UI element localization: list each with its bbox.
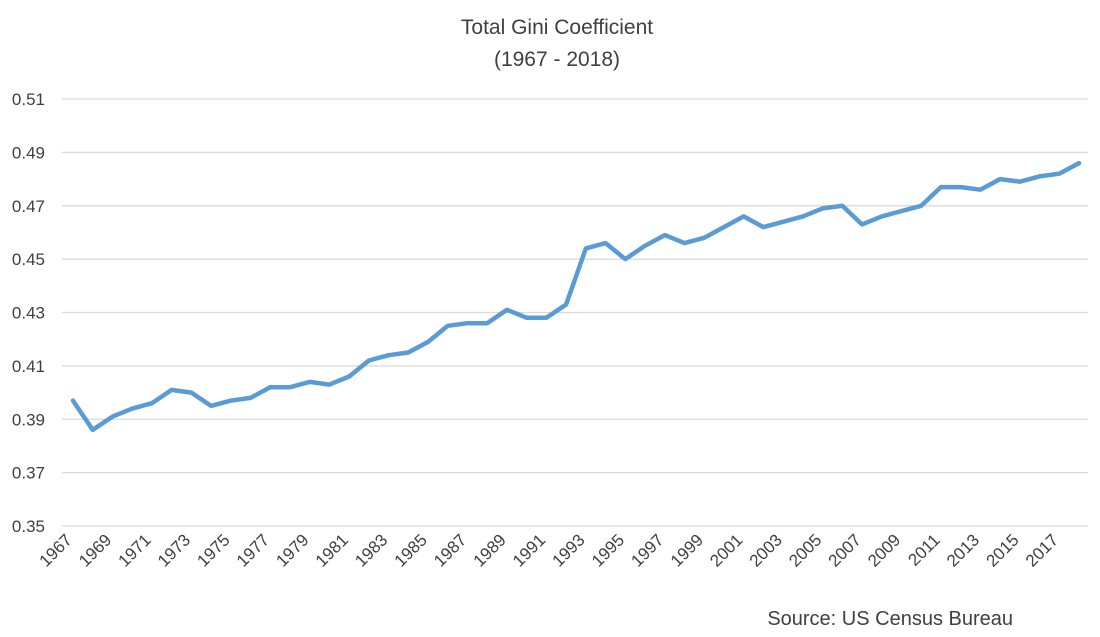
y-tick-label: 0.39	[12, 410, 45, 429]
data-point-1969	[110, 415, 114, 419]
data-point-2007	[860, 222, 864, 226]
data-point-1983	[387, 353, 391, 357]
data-point-1974	[209, 404, 213, 408]
x-tick-label: 1967	[36, 530, 76, 570]
y-tick-label: 0.37	[12, 464, 45, 483]
data-point-1982	[367, 359, 371, 363]
gridlines	[62, 98, 1088, 527]
x-tick-label: 1981	[312, 530, 352, 570]
x-tick-label: 1991	[509, 530, 549, 570]
data-point-1973	[189, 391, 193, 395]
data-point-1968	[91, 428, 95, 432]
series-layer	[70, 160, 1082, 433]
data-point-2008	[880, 214, 884, 218]
data-point-1979	[308, 380, 312, 384]
x-tick-label: 2015	[982, 530, 1022, 570]
data-point-2010	[919, 204, 923, 208]
x-tick-label: 2011	[904, 530, 943, 569]
data-point-1991	[544, 316, 548, 320]
y-axis-tick-labels: 0.35 0.37 0.39 0.41 0.43 0.45 0.47 0.49 0.51	[12, 90, 45, 536]
x-tick-label: 1993	[549, 530, 589, 570]
data-point-1970	[130, 407, 134, 411]
y-tick-label: 0.51	[12, 90, 45, 109]
data-point-1992	[564, 302, 568, 306]
x-tick-label: 1989	[470, 530, 510, 570]
source-note: Source: US Census Bureau	[767, 608, 1013, 630]
y-tick-label: 0.41	[12, 357, 45, 376]
data-point-1971	[150, 401, 154, 405]
x-tick-label: 2009	[864, 530, 904, 570]
data-point-1972	[170, 388, 174, 392]
data-point-2006	[840, 204, 844, 208]
x-tick-label: 1995	[588, 530, 628, 570]
data-point-1998	[682, 241, 686, 245]
data-point-2004	[801, 214, 805, 218]
chart-subtitle: (1967 - 2018)	[494, 48, 620, 71]
x-tick-label: 2005	[785, 530, 825, 570]
x-tick-label: 1979	[272, 530, 312, 570]
data-point-1976	[249, 396, 253, 400]
chart-title: Total Gini Coefficient	[461, 16, 653, 39]
data-point-1984	[406, 351, 410, 355]
data-point-1989	[505, 308, 509, 312]
x-tick-label: 1969	[75, 530, 115, 570]
data-point-2000	[722, 225, 726, 229]
data-point-1977	[268, 385, 272, 389]
x-tick-label: 2013	[943, 530, 983, 570]
data-point-2014	[998, 177, 1002, 181]
data-point-2016	[1038, 174, 1042, 178]
x-axis-tick-labels: 1967 1969 1971 1973 1975 1977 1979 1981 1983 1985…	[36, 530, 1062, 570]
data-point-1975	[229, 399, 233, 403]
y-tick-label: 0.43	[12, 304, 45, 323]
x-tick-label: 2003	[746, 530, 786, 570]
x-tick-label: 1987	[430, 530, 470, 570]
data-point-1999	[702, 236, 706, 240]
data-point-2012	[959, 185, 963, 189]
data-point-1967	[71, 399, 75, 403]
data-point-1980	[327, 383, 331, 387]
data-point-2017	[1057, 172, 1061, 176]
x-tick-label: 1977	[233, 530, 273, 570]
y-tick-label: 0.47	[12, 197, 45, 216]
data-point-2018	[1077, 161, 1081, 165]
data-point-1981	[347, 375, 351, 379]
data-point-2005	[821, 206, 825, 210]
x-tick-label: 1985	[391, 530, 431, 570]
data-point-2013	[978, 188, 982, 192]
data-point-1990	[525, 316, 529, 320]
data-point-2003	[781, 220, 785, 224]
x-tick-label: 1983	[351, 530, 391, 570]
data-point-1988	[485, 321, 489, 325]
data-point-1986	[446, 324, 450, 328]
x-tick-label: 2017	[1022, 530, 1062, 570]
x-tick-label: 1973	[154, 530, 194, 570]
data-point-1993	[584, 246, 588, 250]
data-point-2011	[939, 185, 943, 189]
x-tick-label: 1999	[667, 530, 707, 570]
data-point-2009	[899, 209, 903, 213]
y-tick-label: 0.35	[12, 517, 45, 536]
y-tick-label: 0.49	[12, 143, 45, 162]
series-line-gini	[70, 160, 1082, 433]
x-tick-label: 2001	[706, 530, 746, 570]
data-point-1978	[288, 385, 292, 389]
x-tick-label: 1975	[193, 530, 233, 570]
data-point-2002	[761, 225, 765, 229]
x-tick-label: 1971	[115, 530, 155, 570]
data-point-2015	[1018, 180, 1022, 184]
data-point-1987	[466, 321, 470, 325]
x-tick-label: 1997	[627, 530, 667, 570]
data-point-1985	[426, 340, 430, 344]
y-tick-label: 0.45	[12, 250, 45, 269]
data-point-2001	[742, 214, 746, 218]
x-tick-label: 2007	[825, 530, 865, 570]
data-point-1997	[663, 233, 667, 237]
data-point-1994	[604, 241, 608, 245]
data-point-1996	[643, 244, 647, 248]
data-point-1995	[623, 257, 627, 261]
